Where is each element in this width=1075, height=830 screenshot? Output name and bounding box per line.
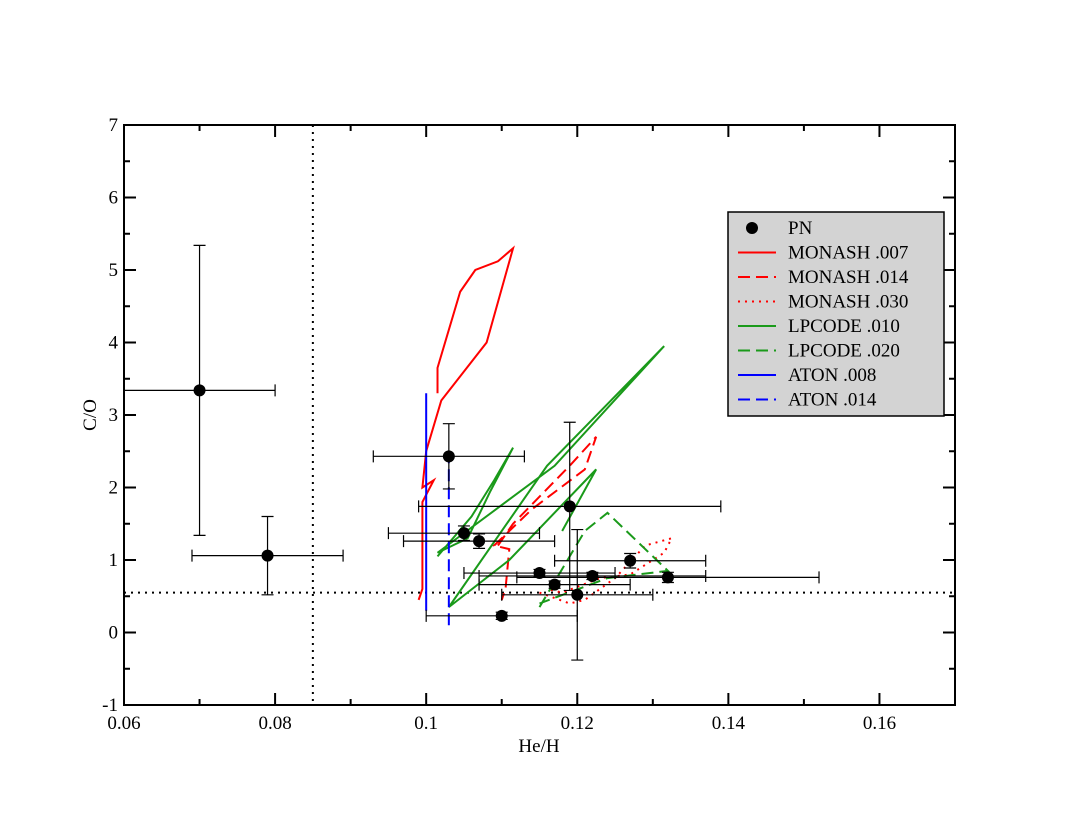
legend-label: ATON .008 [788,365,876,386]
y-tick-label: 2 [109,478,119,499]
model-line [539,536,674,605]
point [661,571,674,584]
y-axis-label: C/O [80,399,101,431]
point [473,535,486,548]
y-tick-label: 3 [109,405,119,426]
legend-label: MONASH .014 [788,267,909,288]
y-tick-label: 1 [109,550,119,571]
legend-marker [746,222,758,234]
x-axis-label: He/H [518,736,559,757]
y-tick-label: 4 [109,333,119,354]
legend-label: MONASH .007 [788,243,908,264]
model-line [538,511,671,608]
legend-label: ATON .014 [788,390,877,411]
legend-label: MONASH .030 [788,292,908,313]
point [571,588,584,601]
y-tick-label: -1 [102,695,118,716]
x-tick-label: 0.14 [712,713,746,734]
x-tick-label: 0.12 [561,713,594,734]
y-tick-label: 0 [109,623,119,644]
x-tick-label: 0.16 [863,713,896,734]
point [457,527,470,540]
legend-label: LPCODE .020 [788,341,900,362]
point [586,569,599,582]
legend-label: LPCODE .010 [788,316,900,337]
model-line [436,345,665,608]
y-tick-label: 7 [109,115,119,136]
plot-frame [123,124,956,706]
y-tick-label: 6 [109,188,119,209]
legend-label: PN [788,218,813,239]
y-tick-label: 5 [109,260,119,281]
x-tick-label: 0.08 [258,713,291,734]
point [495,609,508,622]
point [548,578,561,591]
point [624,554,637,567]
point [442,450,455,463]
point [563,500,576,513]
point [261,549,274,562]
legend-box [727,211,945,417]
model-line [417,245,515,601]
x-tick-label: 0.06 [107,713,140,734]
model-line [492,436,598,601]
x-tick-label: 0.1 [414,713,438,734]
point [193,384,206,397]
